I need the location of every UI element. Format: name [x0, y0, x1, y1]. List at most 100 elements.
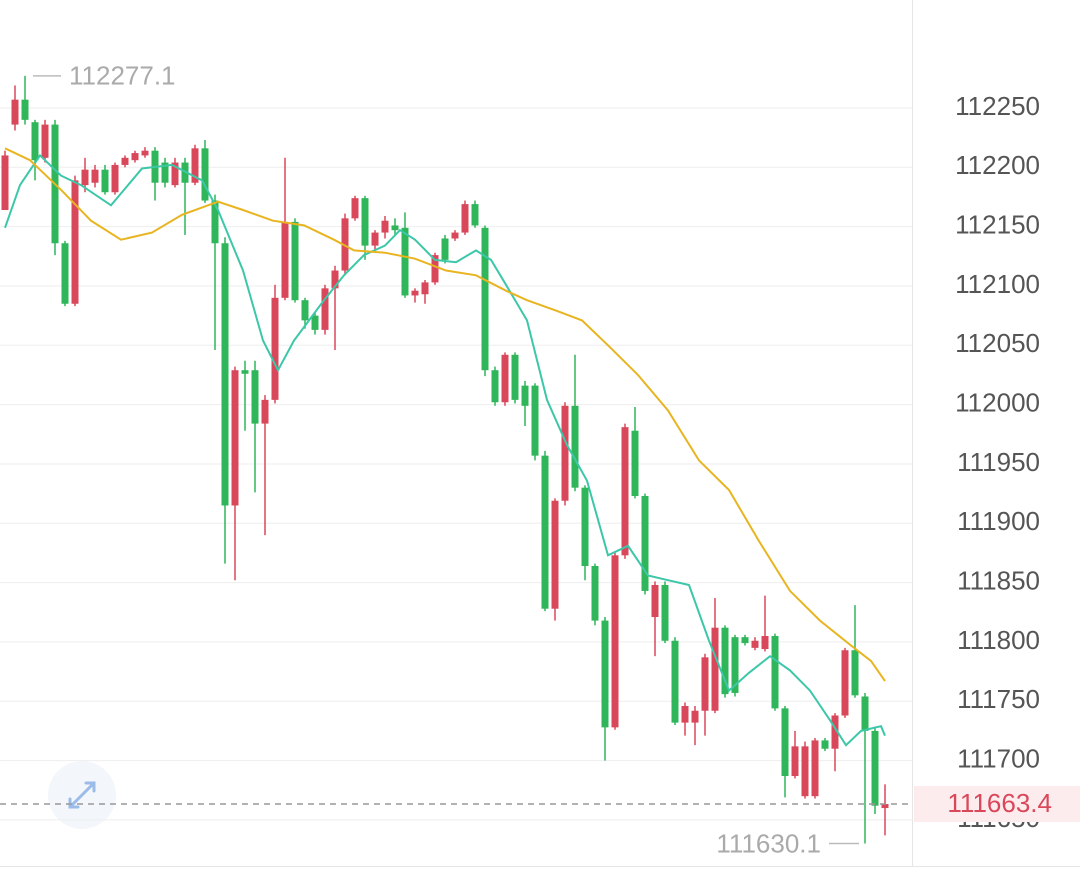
candle-body — [321, 288, 329, 330]
candle-body — [731, 637, 739, 693]
expand-icon — [68, 781, 96, 809]
y-tick-label: 111850 — [957, 565, 1040, 595]
candle-body — [521, 385, 529, 406]
candle-body — [661, 584, 669, 641]
candle-body — [281, 221, 289, 298]
y-tick-label: 112200 — [955, 150, 1040, 180]
candle-body — [401, 227, 409, 296]
candle-body — [611, 555, 619, 728]
candle-body — [71, 180, 79, 304]
candle-body — [391, 225, 399, 231]
candle-body — [881, 804, 889, 809]
candle-body — [271, 297, 279, 400]
candle-body — [501, 354, 509, 403]
candle-body — [251, 370, 259, 424]
candle-body — [221, 243, 229, 506]
last-price-label: 111663.4 — [947, 788, 1052, 818]
candle-body — [681, 706, 689, 723]
candle-body — [371, 232, 379, 246]
max-label: 112277.1 — [69, 61, 176, 91]
ma-line — [4, 153, 886, 747]
candle-body — [601, 620, 609, 728]
candle-body — [161, 162, 169, 183]
candle-body — [241, 370, 249, 374]
candle-body — [11, 99, 19, 125]
candle-body — [831, 715, 839, 749]
y-tick-label: 111800 — [957, 625, 1040, 655]
candle-body — [191, 148, 199, 183]
candle-body — [291, 221, 299, 301]
candle-body — [861, 696, 869, 731]
candle-body — [621, 427, 629, 556]
candle-body — [491, 370, 499, 403]
candle-body — [311, 315, 319, 330]
candle-body — [781, 708, 789, 777]
candle-body — [851, 650, 859, 696]
candle-body — [41, 124, 49, 158]
candle-body — [211, 200, 219, 244]
candle-body — [461, 204, 469, 233]
candle-body — [361, 198, 369, 246]
candle-body — [171, 162, 179, 186]
candle-body — [111, 164, 119, 193]
candle-body — [751, 640, 759, 648]
candle-body — [91, 169, 99, 183]
candle-body — [771, 635, 779, 709]
grid — [0, 107, 912, 821]
candle-body — [631, 430, 639, 496]
candle-body — [761, 635, 769, 650]
candle-body — [421, 282, 429, 295]
ma-line — [4, 147, 886, 682]
candle-body — [61, 243, 69, 304]
y-tick-label: 112050 — [955, 328, 1040, 358]
candle-body — [551, 500, 559, 609]
candle-body — [471, 204, 479, 226]
candle-body — [691, 710, 699, 723]
candle-body — [101, 169, 109, 193]
y-tick-label: 111900 — [957, 506, 1040, 536]
y-tick-label: 111950 — [957, 447, 1040, 477]
candle-body — [81, 169, 89, 186]
candle-body — [741, 637, 749, 644]
candle-body — [331, 270, 339, 289]
candle-body — [341, 218, 349, 271]
y-tick-label: 112100 — [955, 269, 1040, 299]
candle-body — [381, 220, 389, 233]
last-price-box — [914, 786, 1080, 823]
candle-body — [451, 232, 459, 239]
candle-body — [791, 746, 799, 777]
candle-body — [721, 627, 729, 695]
y-tick-label: 112000 — [955, 387, 1040, 417]
candle-body — [711, 627, 719, 711]
candle-body — [1, 155, 9, 211]
candle-body — [201, 148, 209, 201]
candle-body — [821, 740, 829, 749]
candle-body — [671, 640, 679, 723]
y-tick-label: 111750 — [957, 684, 1040, 714]
candle-body — [301, 300, 309, 321]
candle-body — [561, 405, 569, 501]
candle-body — [571, 405, 579, 488]
candle-body — [141, 150, 149, 156]
candle-body — [841, 650, 849, 716]
candle-body — [641, 495, 649, 591]
candle-body — [581, 487, 589, 566]
candle-body — [261, 399, 269, 424]
candle-body — [21, 99, 29, 120]
candle-body — [411, 290, 419, 296]
candle-body — [441, 238, 449, 260]
candle-body — [701, 657, 709, 711]
candle-body — [801, 746, 809, 797]
candle-body — [481, 227, 489, 371]
y-tick-label: 112150 — [955, 210, 1040, 240]
candle-body — [531, 385, 539, 456]
expand-button[interactable] — [48, 761, 116, 829]
candle-body — [871, 730, 879, 806]
candle-body — [121, 157, 129, 165]
candle-body — [351, 198, 359, 219]
y-tick-label: 111700 — [957, 743, 1040, 773]
candle-body — [651, 584, 659, 618]
candle-body — [31, 122, 39, 161]
